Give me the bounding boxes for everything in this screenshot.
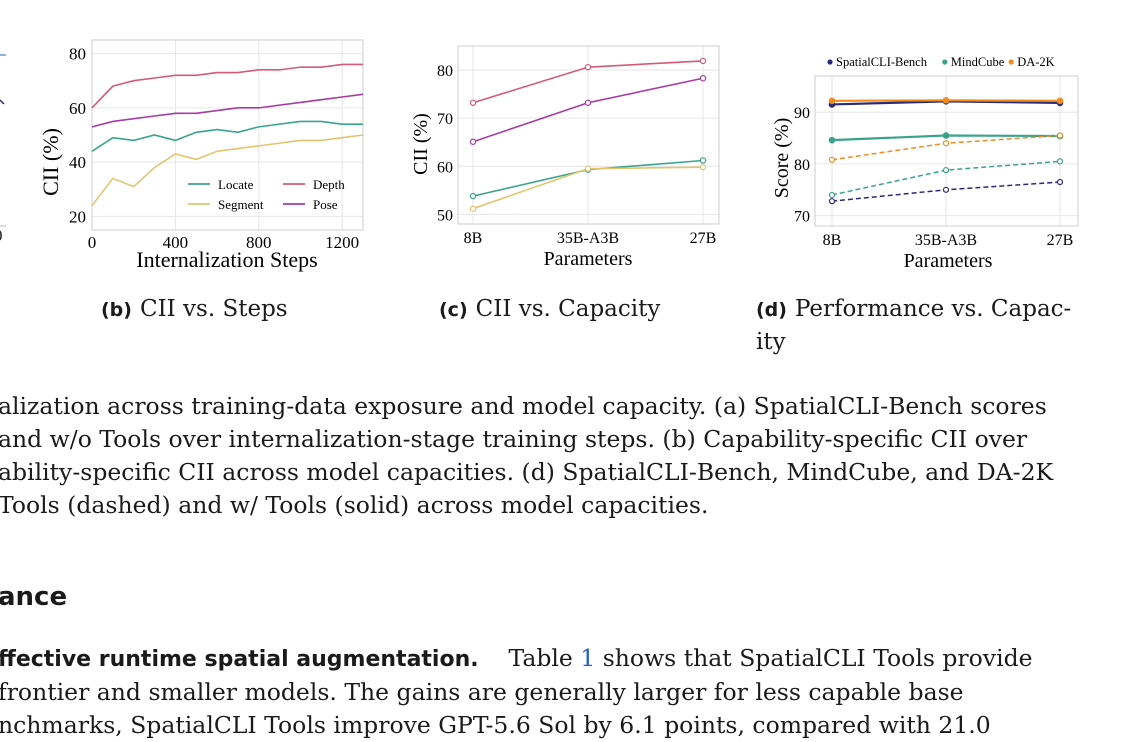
chart-c-ytick: 70 <box>437 111 453 128</box>
chart-b-ylabel: CII (%) <box>38 128 63 196</box>
figure-a-tick-label: 0 <box>0 226 3 246</box>
chart-b-xtick: 400 <box>163 233 189 252</box>
chart-b-legend-label: Depth <box>313 177 345 192</box>
chart-d-xlabel: Parameters <box>904 250 993 272</box>
figure-a-fragment <box>0 54 6 227</box>
figure-caption-line-1: alization across training-data exposure … <box>0 392 1047 420</box>
caption-c: (c) CII vs. Capacity <box>439 294 660 325</box>
chart-d-legend-label: MindCube <box>951 55 1005 69</box>
chart-b-legend-label: Segment <box>218 197 264 212</box>
chart-d-point <box>942 167 950 174</box>
chart-c-point <box>584 165 592 172</box>
chart-d-xtick: 8B <box>823 232 842 249</box>
body-line-3: nchmarks, SpatialCLI Tools improve GPT-5… <box>0 711 991 739</box>
chart-d-legend-marker <box>827 59 833 65</box>
chart-c-xlabel: Parameters <box>544 248 633 270</box>
body-text-1b: shows that SpatialCLI Tools provide <box>595 644 1033 672</box>
body-paragraph-lead: ffective runtime spatial augmentation. <box>0 647 479 672</box>
chart-d-point <box>942 186 950 193</box>
chart-d-legend-marker <box>942 59 948 65</box>
chart-b-ytick: 80 <box>69 45 86 64</box>
figure-caption-line-3: ability-specific CII across model capaci… <box>0 458 1054 486</box>
chart-b-ytick: 60 <box>69 99 86 118</box>
chart-c-point <box>584 99 592 106</box>
chart-b-series-line-pose <box>91 93 364 128</box>
caption-c-text: CII vs. Capacity <box>475 296 661 322</box>
table-ref-link[interactable]: 1 <box>580 644 596 672</box>
body-line-1: ffective runtime spatial augmentation. T… <box>0 642 1033 676</box>
chart-d-point <box>828 198 836 205</box>
chart-d-point <box>1056 97 1064 105</box>
chart-b-series-line-segment <box>91 134 364 207</box>
body-text-1a: Table <box>508 644 581 672</box>
chart-c-xtick: 27B <box>690 230 717 247</box>
chart-c-ytick: 80 <box>437 63 453 80</box>
section-heading: ance <box>0 582 68 612</box>
caption-b-text: CII vs. Steps <box>139 296 288 322</box>
chart-d-legend: SpatialCLI-Bench MindCube DA-2K <box>827 55 1055 69</box>
caption-d-line2: ity <box>756 329 786 355</box>
chart-b-legend: Locate Depth Segment Pose <box>188 177 345 212</box>
chart-b-ytick: 40 <box>69 153 86 172</box>
chart-d-xtick: 35B-A3B <box>915 232 977 249</box>
figure-caption-line-2: and w/o Tools over internalization-stage… <box>0 425 1028 453</box>
chart-c-ytick: 50 <box>437 207 453 224</box>
chart-d-xtick: 27B <box>1047 232 1074 249</box>
chart-b-xlabel: Internalization Steps <box>136 247 317 272</box>
chart-c-point <box>699 164 707 171</box>
caption-b: (b) CII vs. Steps <box>101 294 288 325</box>
chart-d-ytick: 90 <box>794 105 810 122</box>
chart-b-xtick: 800 <box>246 233 272 252</box>
chart-d-point <box>942 140 950 147</box>
chart-d-point <box>828 191 836 199</box>
caption-d-label: (d) <box>756 299 787 321</box>
chart-d-point <box>828 97 836 105</box>
caption-d-text-line1: Performance vs. Capac- <box>794 296 1072 322</box>
chart-d-point <box>1056 178 1064 186</box>
chart-d-point <box>1056 158 1064 165</box>
chart-c-frame <box>457 45 720 225</box>
chart-d-point <box>942 97 950 104</box>
chart-b-series-line-locate <box>91 120 363 152</box>
chart-c-xtick: 35B-A3B <box>557 230 619 247</box>
chart-performance-vs-capacity: SpatialCLI-Bench MindCube DA-2K 70 80 90 8B 35… <box>771 55 1079 272</box>
chart-d-point <box>828 156 836 163</box>
chart-c-ytick: 60 <box>437 159 453 176</box>
chart-d-ytick: 70 <box>794 209 810 226</box>
chart-c-point <box>699 75 707 82</box>
chart-d-ylabel: Score (%) <box>771 118 793 199</box>
chart-b-ytick: 20 <box>69 207 86 226</box>
chart-c-point <box>699 57 707 65</box>
chart-c-point <box>469 205 477 212</box>
chart-d-legend-marker <box>1008 59 1014 65</box>
chart-d-ytick: 80 <box>794 157 810 174</box>
chart-b-xtick: 0 <box>88 233 97 252</box>
chart-d-legend-label: SpatialCLI-Bench <box>836 55 928 69</box>
chart-d-point <box>942 132 950 139</box>
chart-c-point <box>469 99 477 106</box>
chart-c-point <box>469 138 477 145</box>
chart-d-legend-label: DA-2K <box>1017 55 1054 69</box>
chart-b-xtick: 1200 <box>325 233 359 252</box>
chart-b-legend-label: Pose <box>313 197 338 212</box>
chart-d-point <box>828 136 836 144</box>
chart-cii-vs-capacity: 50 60 70 80 8B 35B-A3B 27B CII (%) Parameters <box>410 45 720 270</box>
caption-d: (d) Performance vs. Capac- <box>756 294 1071 325</box>
body-line-2: frontier and smaller models. The gains a… <box>0 678 964 706</box>
figure-caption-line-4: Tools (dashed) and w/ Tools (solid) acro… <box>0 491 709 519</box>
chart-b-series-line-depth <box>91 63 363 109</box>
caption-c-label: (c) <box>439 299 468 321</box>
chart-d-point <box>1056 132 1064 139</box>
chart-c-ylabel: CII (%) <box>410 113 432 175</box>
chart-c-point <box>699 157 707 164</box>
chart-b-legend-label: Locate <box>218 177 254 192</box>
chart-c-point <box>469 192 477 200</box>
chart-c-point <box>584 63 592 71</box>
caption-b-label: (b) <box>101 299 132 321</box>
chart-d-frame <box>814 75 1079 227</box>
chart-c-xtick: 8B <box>464 230 483 247</box>
